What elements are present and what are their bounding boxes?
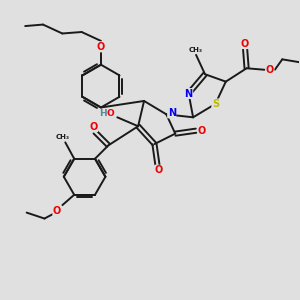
Text: H: H (99, 109, 106, 118)
Text: O: O (241, 39, 249, 49)
Text: N: N (184, 88, 193, 98)
Text: N: N (168, 108, 176, 118)
Text: CH₃: CH₃ (189, 47, 203, 53)
Text: O: O (53, 206, 61, 215)
Text: O: O (155, 165, 163, 175)
Text: O: O (107, 109, 115, 118)
Text: O: O (89, 122, 98, 132)
Text: S: S (212, 99, 219, 109)
Text: O: O (97, 42, 105, 52)
Text: CH₃: CH₃ (55, 134, 69, 140)
Text: O: O (266, 65, 274, 75)
Text: O: O (198, 126, 206, 136)
